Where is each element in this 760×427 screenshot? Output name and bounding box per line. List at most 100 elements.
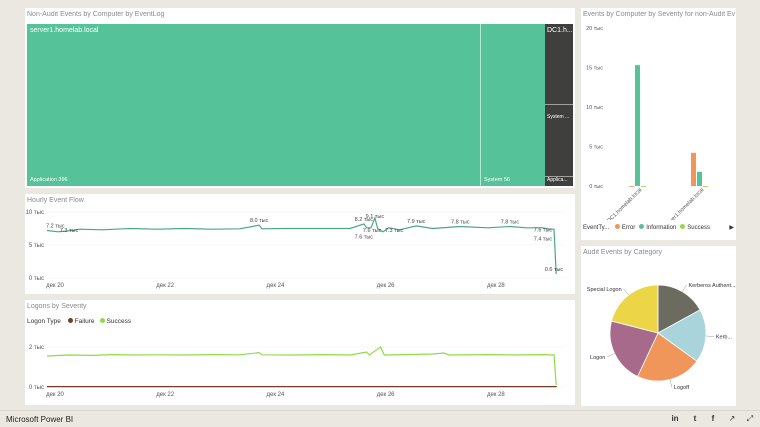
x-tick-label: дек 24: [267, 392, 285, 398]
legend-label: Information: [646, 225, 677, 231]
y-tick-label: 0 тыс: [589, 184, 603, 190]
x-tick-label: дек 20: [46, 283, 64, 289]
audit-pie-chart[interactable]: Kerberos Authent... Kerb... Logoff Logon Spe…: [581, 258, 736, 404]
pie-label: Kerberos Authent...: [689, 283, 736, 289]
footer-bar: Microsoft Power BI in t f ↗ ⤢: [0, 410, 760, 427]
facebook-icon[interactable]: f: [711, 414, 715, 423]
data-label: 7.2 тыс: [46, 223, 65, 229]
pie-slice: [611, 284, 659, 334]
logons-panel: Logons by Severity Logon Type Failure Suc…: [25, 300, 575, 405]
y-tick-label: 5 тыс: [29, 243, 44, 249]
data-label: 7.6 тыс: [363, 228, 382, 234]
fullscreen-icon[interactable]: ⤢: [746, 414, 754, 423]
legend-dot: [614, 224, 620, 229]
data-label: 7.4 тыс: [534, 237, 553, 243]
legend-item-success[interactable]: Success: [99, 318, 132, 325]
logons-legend-items: Failure Success: [63, 318, 131, 325]
pie-leader: [682, 284, 687, 292]
y-tick-label: 0 тыс: [29, 276, 44, 282]
logons-legend: Logon Type Failure Success: [27, 318, 131, 325]
treemap-label-system: System 56: [484, 177, 510, 183]
logons-title: Logons by Severity: [27, 303, 87, 310]
legend-label: Failure: [74, 318, 95, 325]
treemap-tile-dc1-application[interactable]: [545, 176, 573, 177]
share-icon[interactable]: ↗: [728, 414, 736, 423]
pie-leader: [607, 353, 615, 358]
pie-leader: [669, 379, 673, 388]
severity-legend: EventTy... Error Information Success ▶: [583, 224, 736, 231]
x-tick-label: дек 22: [156, 283, 174, 289]
y-tick-label: 20 тыс: [586, 26, 603, 32]
legend-item-error[interactable]: Error: [614, 224, 636, 231]
data-label: 7.3 тыс: [60, 228, 79, 234]
treemap-label-application: Application 396: [30, 177, 68, 183]
y-tick-label: 2 тыс: [29, 345, 44, 351]
pie-label: Logon: [590, 355, 605, 361]
treemap-title: Non-Audit Events by Computer by EventLog: [27, 11, 165, 18]
bar-success: [703, 186, 708, 187]
bar-error: [629, 186, 634, 187]
x-tick-label: server1.homelab.local: [663, 187, 705, 220]
pie-leader: [623, 288, 629, 296]
bar-error: [691, 152, 696, 186]
x-tick-label: дек 24: [267, 283, 285, 289]
x-tick-label: дек 22: [156, 392, 174, 398]
treemap-label-dc1: DC1.h...: [547, 27, 573, 34]
audit-panel: Audit Events by Category Kerberos Authen…: [581, 246, 736, 406]
pie-slice: [609, 320, 659, 377]
data-label: 7.6 тыс: [355, 235, 374, 241]
treemap-tile-dc1[interactable]: DC1.h... System ... Applica...: [545, 24, 573, 186]
y-tick-label: 0 тыс: [29, 385, 44, 391]
legend-next-icon[interactable]: ▶: [729, 225, 734, 231]
series-line-flow: [46, 215, 557, 275]
hourly-chart[interactable]: 0 тыс 5 тыс 10 тыс дек 20 дек 22 дек 24 дек 26…: [25, 206, 575, 294]
logons-legend-title: Logon Type: [27, 318, 61, 325]
x-tick-label: дек 28: [487, 392, 505, 398]
logons-chart[interactable]: 0 тыс 2 тыс дек 20 дек 22 дек 24 дек 26 дек 28: [25, 327, 575, 405]
data-label: 7.9 тыс: [407, 219, 426, 225]
severity-chart[interactable]: 0 тыс 5 тыс 10 тыс 15 тыс 20 тыс DC1.homelab.…: [581, 20, 736, 220]
data-label: 7.8 тыс: [501, 220, 520, 226]
twitter-icon[interactable]: t: [693, 414, 697, 423]
treemap-tile-server1-system[interactable]: System 56: [480, 24, 545, 186]
legend-item-information[interactable]: Information: [639, 224, 677, 231]
pie-label: Kerb...: [716, 335, 733, 341]
series-line-success: [46, 346, 557, 386]
audit-title: Audit Events by Category: [583, 249, 662, 256]
linkedin-icon[interactable]: in: [671, 414, 679, 423]
brand-label: Microsoft Power BI: [6, 415, 74, 424]
legend-dot: [639, 224, 645, 229]
legend-dot: [99, 318, 105, 323]
x-tick-label: дек 20: [46, 392, 64, 398]
legend-dot: [67, 318, 73, 323]
treemap-panel: Non-Audit Events by Computer by EventLog…: [25, 8, 575, 188]
x-tick-label: дек 28: [487, 283, 505, 289]
treemap-label-dc1-system: System ...: [547, 114, 570, 120]
legend-label: Success: [687, 225, 710, 231]
data-label: 7.3 тыс: [385, 228, 404, 234]
severity-legend-title: EventTy...: [583, 225, 610, 231]
hourly-panel: Hourly Event Flow 0 тыс 5 тыс 10 тыс дек 20…: [25, 194, 575, 294]
severity-legend-items: Error Information Success: [611, 224, 710, 231]
pie-slice: [657, 309, 707, 362]
pie-label: Special Logon: [587, 287, 622, 293]
x-tick-label: DC1.homelab.local: [606, 187, 643, 220]
treemap-label-server1: server1.homelab.local: [30, 27, 99, 34]
data-label: 8.0 тыс: [250, 218, 269, 224]
y-tick-label: 10 тыс: [586, 105, 603, 111]
data-label: 9.1 тыс: [366, 214, 385, 220]
legend-item-failure[interactable]: Failure: [67, 318, 95, 325]
pie-leader: [705, 335, 714, 337]
y-tick-label: 5 тыс: [589, 145, 603, 151]
legend-label: Success: [106, 318, 132, 325]
data-label: 0.6 тыс: [545, 267, 564, 273]
treemap-tile-dc1-system[interactable]: [545, 104, 573, 105]
legend-label: Error: [621, 225, 636, 231]
treemap-label-dc1-application: Applica...: [547, 177, 568, 183]
data-label: 7.6 тыс: [534, 227, 553, 233]
treemap-tile-server1[interactable]: server1.homelab.local System 56 Applicat…: [27, 24, 545, 186]
legend-item-success[interactable]: Success: [680, 224, 710, 231]
y-tick-label: 15 тыс: [586, 66, 603, 72]
bar-information: [697, 171, 702, 186]
